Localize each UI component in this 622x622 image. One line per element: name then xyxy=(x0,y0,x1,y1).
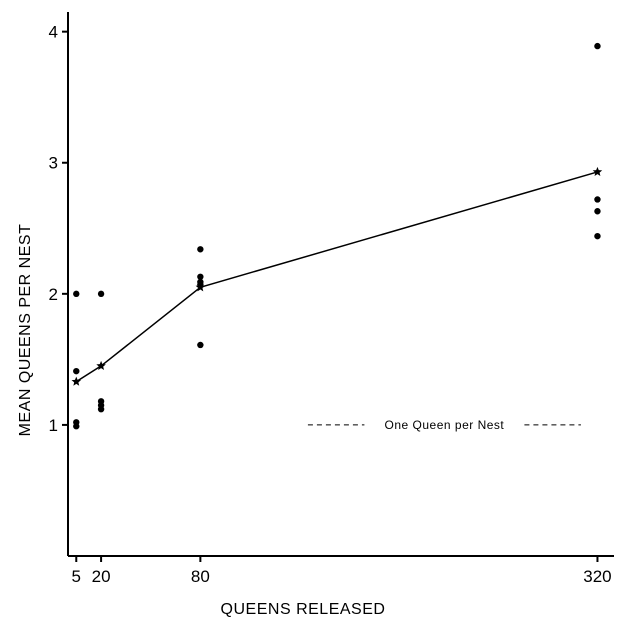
mean-marker-5 xyxy=(71,376,82,386)
data-point-0 xyxy=(73,290,80,298)
y-tick-label-4: 4 xyxy=(49,23,58,42)
y-tick-label-2: 2 xyxy=(49,285,58,304)
data-point-3 xyxy=(73,423,80,430)
data-point-12 xyxy=(197,341,204,349)
mean-markers xyxy=(71,166,603,386)
reference-line-label: One Queen per Nest xyxy=(385,418,505,432)
data-point-8 xyxy=(197,246,204,253)
mean-marker-20 xyxy=(96,360,106,370)
data-point-14 xyxy=(594,196,601,203)
mean-marker-320 xyxy=(592,166,603,176)
x-axis-title: QUEENS RELEASED xyxy=(221,601,386,618)
data-point-9 xyxy=(197,273,204,280)
data-point-1 xyxy=(73,367,80,375)
mean-line xyxy=(75,171,598,383)
y-ticks: 1 2 3 4 xyxy=(49,23,68,435)
x-tick-label-320: 320 xyxy=(583,567,611,586)
data-point-7 xyxy=(97,405,105,413)
y-tick-label-1: 1 xyxy=(49,416,58,435)
data-point-13 xyxy=(594,42,601,50)
data-point-16 xyxy=(594,232,601,240)
data-point-11 xyxy=(197,281,204,288)
data-points xyxy=(73,42,601,430)
y-axis-title: MEAN QUEENS PER NEST xyxy=(17,224,34,437)
x-ticks: 5 20 80 320 xyxy=(72,556,612,586)
x-tick-label-20: 20 xyxy=(92,567,111,586)
data-point-4 xyxy=(97,290,105,298)
data-point-15 xyxy=(594,208,601,215)
y-tick-label-3: 3 xyxy=(49,154,58,173)
x-tick-label-80: 80 xyxy=(191,567,210,586)
x-tick-label-5: 5 xyxy=(72,567,81,586)
reference-line-group: One Queen per Nest xyxy=(307,418,581,432)
